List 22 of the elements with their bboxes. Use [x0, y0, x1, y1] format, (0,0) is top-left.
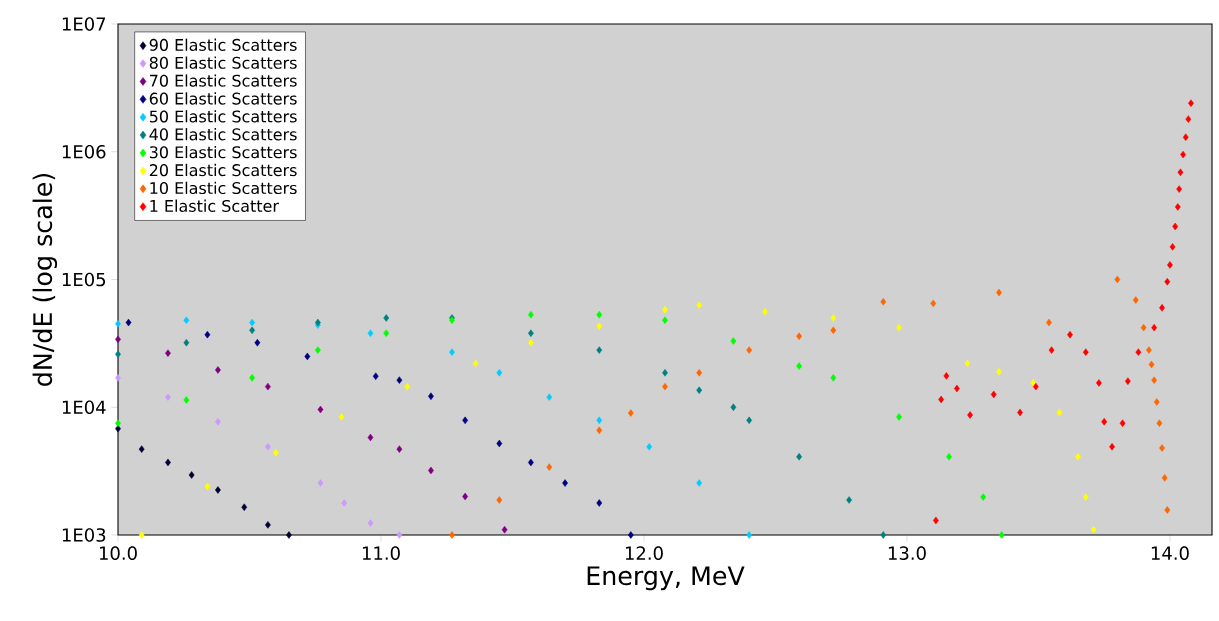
- y-tick-label: 1E07: [62, 17, 106, 31]
- legend-label: 40 Elastic Scatters: [149, 128, 297, 141]
- legend-label: 90 Elastic Scatters: [149, 38, 297, 51]
- y-tick-label: 1E03: [62, 528, 106, 542]
- legend-label: 10 Elastic Scatters: [150, 181, 297, 195]
- x-tick-label: 13.0: [888, 546, 926, 560]
- x-axis-title: Energy, MeV: [587, 566, 745, 591]
- x-tick-label: 14.0: [1151, 546, 1189, 560]
- legend-label: 50 Elastic Scatters: [149, 110, 297, 123]
- legend-label: 30 Elastic Scatters: [149, 145, 297, 159]
- y-tick-label: 1E05: [62, 272, 106, 287]
- legend-label: 60 Elastic Scatters: [149, 92, 297, 105]
- y-tick-label: 1E06: [62, 144, 106, 159]
- y-axis-title: dN/dE (log scale): [32, 173, 58, 386]
- legend-label: 1 Elastic Scatter: [150, 199, 279, 212]
- legend-label: 20 Elastic Scatters: [149, 163, 297, 177]
- legend-label: 70 Elastic Scatters: [150, 74, 297, 87]
- x-tick-label: 10.0: [99, 546, 137, 560]
- y-tick-label: 1E04: [62, 400, 106, 415]
- x-tick-label: 12.0: [625, 546, 663, 560]
- legend-label: 80 Elastic Scatters: [149, 56, 297, 69]
- x-tick-label: 11.0: [362, 546, 400, 560]
